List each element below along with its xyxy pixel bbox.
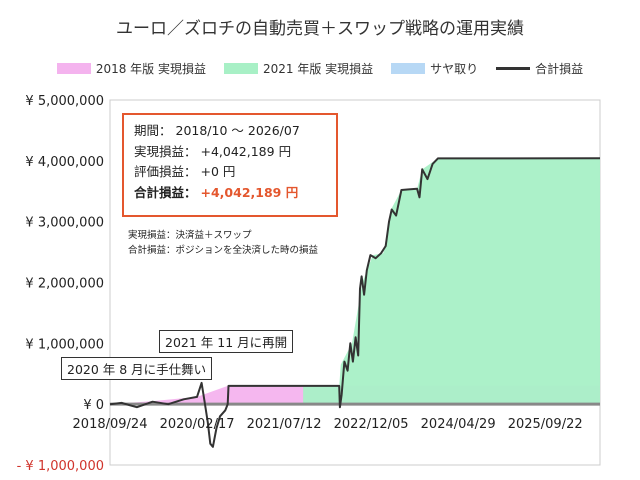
summary-box: 期間： 2018/10 〜 2026/07 実現損益： +4,042,189 円… (122, 113, 338, 217)
unrealized-row: 評価損益： +0 円 (134, 162, 326, 183)
legend-swatch-saya (391, 63, 426, 74)
note-total: 合計損益：ポジションを全決済した時の損益 (128, 245, 319, 256)
notes: 実現損益：決済益＋スワップ 合計損益：ポジションを全決済した時の損益 (128, 228, 318, 258)
x-tick-label: 2021/07/12 (247, 417, 322, 432)
legend: 2018 年版 実現損益 2021 年版 実現損益 サヤ取り 合計損益 (0, 60, 640, 77)
total-row: 合計損益： +4,042,189 円 (134, 183, 326, 204)
x-tick-label: 2024/04/29 (421, 417, 496, 432)
chart-title: ユーロ／ズロチの自動売買＋スワップ戦略の運用実績 (116, 19, 524, 39)
legend-swatch-total (496, 67, 531, 70)
legend-swatch-2021 (223, 63, 258, 74)
total-label: 合計損益： (134, 184, 197, 200)
legend-item-total[interactable]: 合計損益 (496, 60, 583, 77)
legend-item-2021[interactable]: 2021 年版 実現損益 (223, 60, 374, 77)
x-tick-label: 2018/09/24 (73, 417, 148, 432)
realized-label: 実現損益： (134, 143, 197, 159)
y-tick-label: ¥ 4,000,000 (25, 155, 104, 170)
x-tick-label: 2022/12/05 (334, 417, 409, 432)
legend-label-total: 合計損益 (535, 62, 584, 76)
legend-label-2018: 2018 年版 実現損益 (95, 62, 206, 76)
unrealized-value: +0 円 (200, 164, 236, 179)
y-tick-label: - ¥ 1,000,000 (17, 459, 104, 474)
realized-row: 実現損益： +4,042,189 円 (134, 142, 326, 163)
period-value: 2018/10 〜 2026/07 (175, 123, 300, 138)
y-tick-label: ¥ 5,000,000 (25, 94, 104, 109)
y-tick-label: ¥ 0 (83, 398, 104, 413)
legend-label-saya: サヤ取り (430, 62, 479, 76)
area-series-2021 (303, 158, 600, 405)
y-tick-label: ¥ 3,000,000 (25, 216, 104, 231)
callout-2021-restart: 2021 年 11 月に再開 (159, 330, 294, 353)
period-label: 期間： (134, 123, 172, 138)
y-tick-label: ¥ 2,000,000 (25, 277, 104, 292)
legend-swatch-2018 (56, 63, 91, 74)
period-row: 期間： 2018/10 〜 2026/07 (134, 121, 326, 142)
total-value: +4,042,189 円 (200, 184, 299, 200)
line-series-total (109, 157, 601, 448)
x-tick-label: 2025/09/22 (508, 417, 583, 432)
x-tick-label: 2020/02/17 (160, 417, 235, 432)
legend-item-saya[interactable]: サヤ取り (391, 60, 478, 77)
legend-label-2021: 2021 年版 実現損益 (262, 62, 374, 76)
unrealized-label: 評価損益： (134, 164, 197, 179)
note-realized: 実現損益：決済益＋スワップ (128, 230, 252, 241)
callout-2020-close: 2020 年 8 月に手仕舞い (61, 357, 213, 380)
y-tick-label: ¥ 1,000,000 (25, 337, 104, 352)
realized-value: +4,042,189 円 (200, 143, 292, 159)
legend-item-2018[interactable]: 2018 年版 実現損益 (56, 60, 206, 77)
